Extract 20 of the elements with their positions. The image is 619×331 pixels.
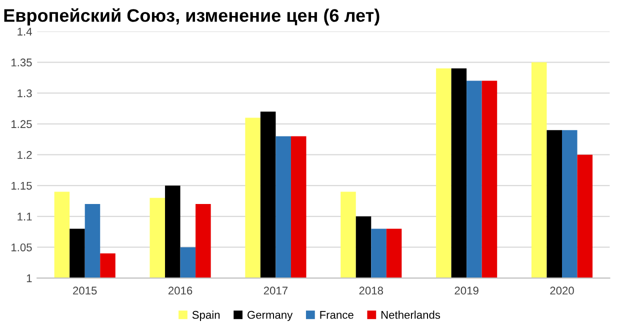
- legend-label: Germany: [248, 310, 293, 321]
- x-tick-label: 2015: [73, 286, 97, 295]
- y-tick-label: 1.3: [18, 89, 32, 98]
- y-tick-label: 1.35: [12, 58, 32, 66]
- legend-label: Netherlands: [381, 310, 440, 319]
- y-tick-label: 1.05: [12, 243, 32, 252]
- legend-label: Spain: [192, 310, 220, 321]
- x-tick-label: 2019: [454, 286, 478, 295]
- x-tick-label: 2020: [550, 286, 574, 295]
- y-tick-label: 1.4: [18, 28, 32, 36]
- x-tick-label: 2017: [264, 286, 288, 295]
- y-tick-label: 1.25: [12, 120, 32, 128]
- x-tick-label: 2016: [168, 286, 192, 295]
- y-tick-label: 1.2: [18, 151, 32, 159]
- y-tick-label: 1.1: [18, 212, 32, 220]
- y-tick-label: 1.15: [12, 182, 32, 190]
- x-tick-label: 2018: [359, 286, 384, 295]
- chart-title: Европейский Союз, изменение цен (6 лет): [4, 8, 380, 26]
- y-tick-label: 1: [26, 274, 32, 282]
- legend-label: France: [320, 311, 354, 319]
